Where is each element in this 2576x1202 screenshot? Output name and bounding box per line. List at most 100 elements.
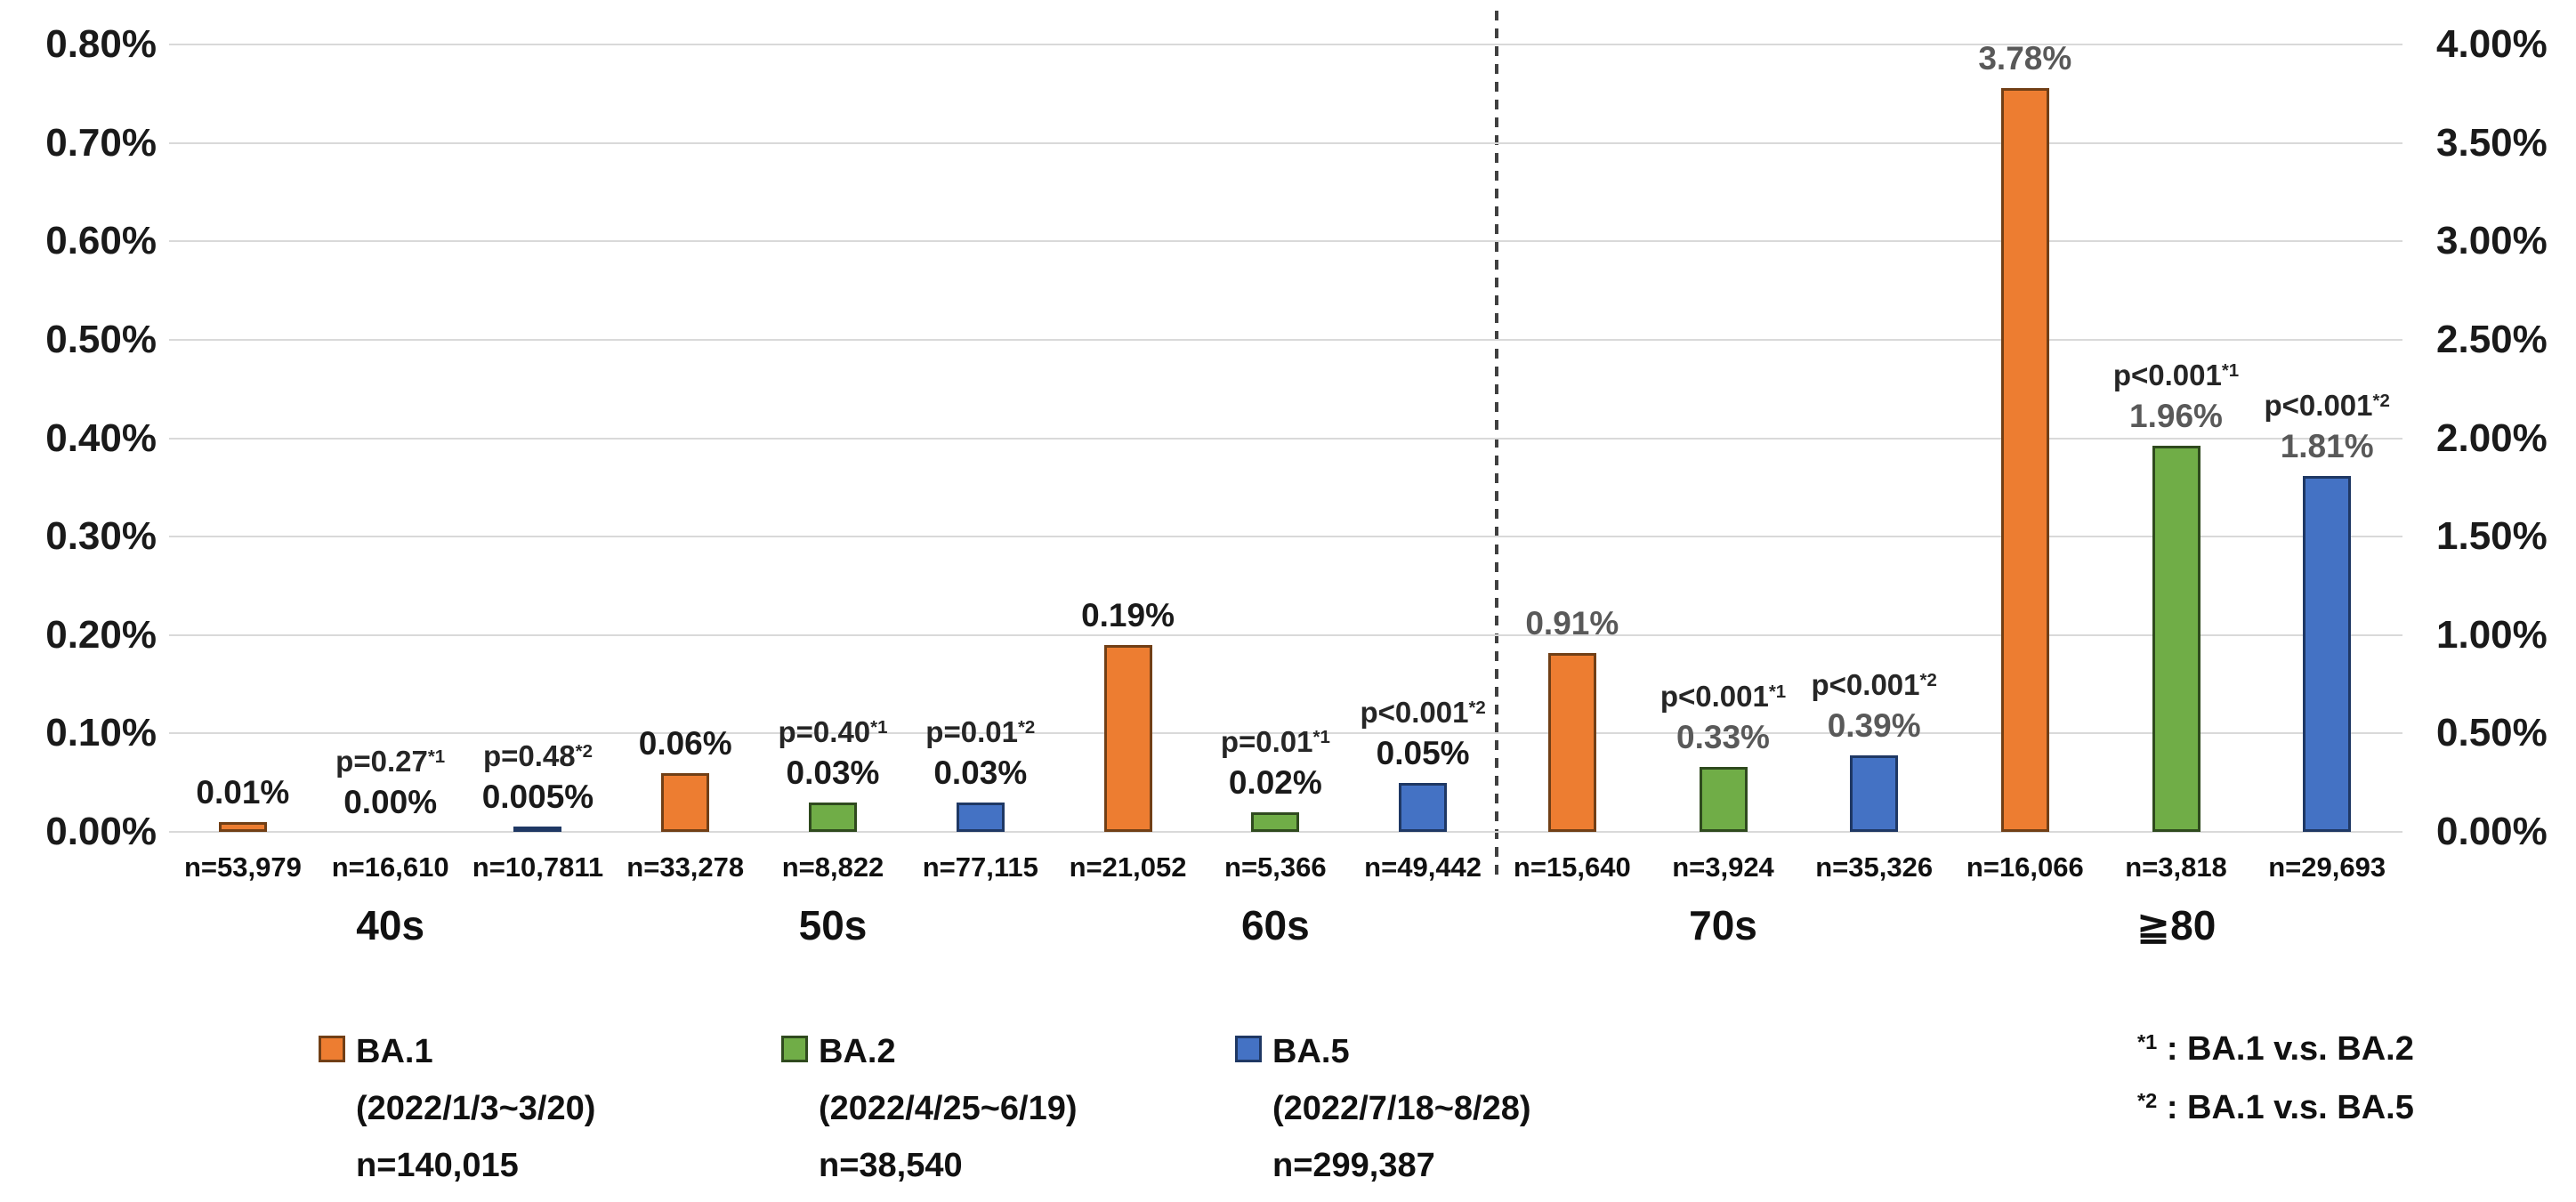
legend-text: BA.1 (2022/1/3~3/20) n=140,015 [356, 1023, 595, 1194]
footnote: *2 : BA.1 v.s. BA.5 [2137, 1080, 2414, 1139]
footnote-text: : BA.1 v.s. BA.5 [2157, 1089, 2414, 1126]
left-axis-tick: 0.00% [45, 810, 157, 853]
legend-sample-size: n=38,540 [819, 1147, 963, 1184]
bar-slot-60s-BA.5: p<0.001*2 0.05% n=49,442 [1349, 44, 1497, 883]
bar-slot-70s-BA.1: 0.91% n=15,640 [1497, 44, 1648, 883]
right-axis-tick: 4.00% [2436, 22, 2548, 66]
left-axis-tick: 0.20% [45, 612, 157, 657]
bar-value-label: 1.96% [2129, 398, 2223, 435]
p-value-label: p<0.001*1 [1563, 680, 1884, 714]
gridline [169, 141, 2402, 144]
p-value-text: p<0.001 [2112, 359, 2222, 392]
legend-text: BA.2 (2022/4/25~6/19) n=38,540 [819, 1023, 1078, 1194]
left-axis-tick: 0.30% [45, 514, 157, 559]
bar-slot-40s-BA.1: 0.01% n=53,979 [169, 44, 317, 883]
p-value-superscript: *1 [2221, 359, 2240, 381]
bar-value-label: 0.19% [1081, 597, 1175, 634]
right-axis-tick: 3.50% [2436, 120, 2548, 165]
bar-value-label: 0.91% [1525, 605, 1619, 642]
legend-sample-size: n=140,015 [356, 1147, 519, 1184]
p-value-label: p<0.001*1 [2016, 359, 2337, 391]
gridline [169, 44, 2402, 45]
footnotes: *1 : BA.1 v.s. BA.2 *2 : BA.1 v.s. BA.5 [2137, 1021, 2414, 1139]
p-value-label: p=0.40*1 [673, 715, 993, 749]
legend-text: BA.5 (2022/7/18~8/28) n=299,387 [1272, 1023, 1531, 1194]
sample-size-label: n=8,822 [781, 851, 884, 883]
bar-slot-50s-BA.5: p=0.01*2 0.03% n=77,115 [907, 44, 1054, 883]
p-value-superscript: *2 [1468, 697, 1486, 718]
bar-value-label: 0.39% [1827, 707, 1921, 745]
legend-period: (2022/1/3~3/20) [356, 1090, 596, 1127]
bar-slot-60s-BA.1: 0.19% n=21,052 [1054, 44, 1202, 883]
p-value-superscript: *2 [1919, 669, 1937, 690]
bar-BA.2 [1699, 767, 1748, 832]
legend-entry-BA.2: BA.2 (2022/4/25~6/19) n=38,540 [781, 1023, 1078, 1194]
p-value-text: p<0.001 [2264, 389, 2373, 423]
plot-area: 0.01% n=53,979 p=0.27*1 0.00% n=16,610 p=0.48… [169, 11, 2402, 948]
p-value-label: p<0.001*2 [1714, 668, 2034, 702]
bar-BA.5 [956, 803, 1005, 832]
bar-slot-50s-BA.2: p=0.40*1 0.03% n=8,822 [759, 44, 907, 883]
bar-value-label: 0.33% [1676, 719, 1770, 756]
p-value-text: p=0.01 [1220, 725, 1313, 759]
right-axis-tick: 3.00% [2436, 219, 2548, 263]
p-value-text: p<0.001 [1659, 680, 1769, 714]
bar-BA.1 [661, 773, 710, 832]
gridline [169, 338, 2402, 341]
bar-slot-70s-BA.5: p<0.001*2 0.39% n=35,326 [1798, 44, 1950, 883]
footnote: *1 : BA.1 v.s. BA.2 [2137, 1021, 2414, 1080]
bar-labels: p=0.01*1 0.02% [1115, 725, 1435, 802]
left-axis-tick: 0.80% [45, 22, 157, 66]
p-value-superscript: *2 [2372, 390, 2390, 411]
right-axis-tick: 2.50% [2436, 317, 2548, 361]
bar-slot-≧80-BA.5: p<0.001*2 1.81% n=29,693 [2251, 44, 2402, 883]
bar-labels: p<0.001*2 0.05% [1263, 696, 1583, 772]
legend-swatch-BA.5 [1235, 1036, 1262, 1062]
gridline [169, 831, 2402, 833]
bar-BA.2 [2152, 446, 2201, 832]
sample-size-label: n=5,366 [1224, 851, 1327, 883]
age-group-60s: 0.19% n=21,052 p=0.01*1 0.02% n=5,366 p<0.001… [1054, 44, 1497, 948]
bar-value-label: 0.005% [481, 778, 594, 816]
bar-labels: 0.91% [1412, 606, 1732, 642]
footnote-text: : BA.1 v.s. BA.2 [2157, 1030, 2414, 1068]
age-group-70s: 0.91% n=15,640 p<0.001*1 0.33% n=3,924 p<0.00… [1497, 44, 1950, 948]
legend-swatch-BA.1 [319, 1036, 345, 1062]
bar-slot-≧80-BA.2: p<0.001*1 1.96% n=3,818 [2101, 44, 2252, 883]
sample-size-label: n=3,924 [1672, 851, 1774, 883]
bar-value-label: 0.05% [1376, 735, 1470, 772]
sample-size-label: n=35,326 [1815, 851, 1934, 883]
bar-value-label: 0.00% [343, 784, 438, 821]
gridline [169, 536, 2402, 538]
right-axis-tick: 0.00% [2436, 810, 2548, 853]
footnote-superscript: *2 [2137, 1089, 2158, 1113]
bar-BA.2 [1251, 812, 1300, 832]
p-value-superscript: *1 [870, 716, 888, 738]
p-value-label: p<0.001*2 [2167, 389, 2487, 423]
gridline [169, 437, 2402, 440]
bar-value-label: 0.03% [786, 754, 880, 792]
bar-slot-≧80-BA.1: 3.78% n=16,066 [1950, 41, 2101, 883]
right-y-axis: 4.00% 3.50% 3.00% 2.50% 2.00% 1.50% 1.00% 0.50%… [2436, 22, 2570, 853]
x-axis-group-label: 60s [1240, 902, 1310, 948]
bar-slot-40s-BA.2: p=0.27*1 0.00% n=16,610 [317, 44, 464, 883]
bar-labels: p=0.01*2 0.03% [820, 715, 1141, 792]
bar-slot-60s-BA.2: p=0.01*1 0.02% n=5,366 [1201, 44, 1349, 883]
legend-swatch-BA.2 [781, 1036, 808, 1062]
axis-separator-dashed-line [1495, 11, 1498, 878]
bar-slot-50s-BA.1: 0.06% n=33,278 [611, 44, 759, 883]
sample-size-label: n=3,818 [2125, 851, 2227, 883]
legend-series-name: BA.1 [356, 1033, 433, 1070]
bar-labels: 3.78% [1865, 41, 2185, 77]
legend-entry-BA.1: BA.1 (2022/1/3~3/20) n=140,015 [319, 1023, 595, 1194]
bar-BA.5 [1850, 755, 1899, 832]
left-axis-tick: 0.40% [45, 415, 157, 460]
p-value-text: p<0.001 [1811, 668, 1920, 702]
bar-value-label: 0.06% [638, 725, 732, 762]
x-axis-group-label: 50s [798, 902, 868, 948]
p-value-text: p=0.40 [778, 715, 871, 749]
bar-BA.1 [1103, 645, 1152, 832]
bar-value-label: 0.03% [933, 754, 1028, 792]
x-axis-group-label: ≧80 [2136, 902, 2217, 948]
